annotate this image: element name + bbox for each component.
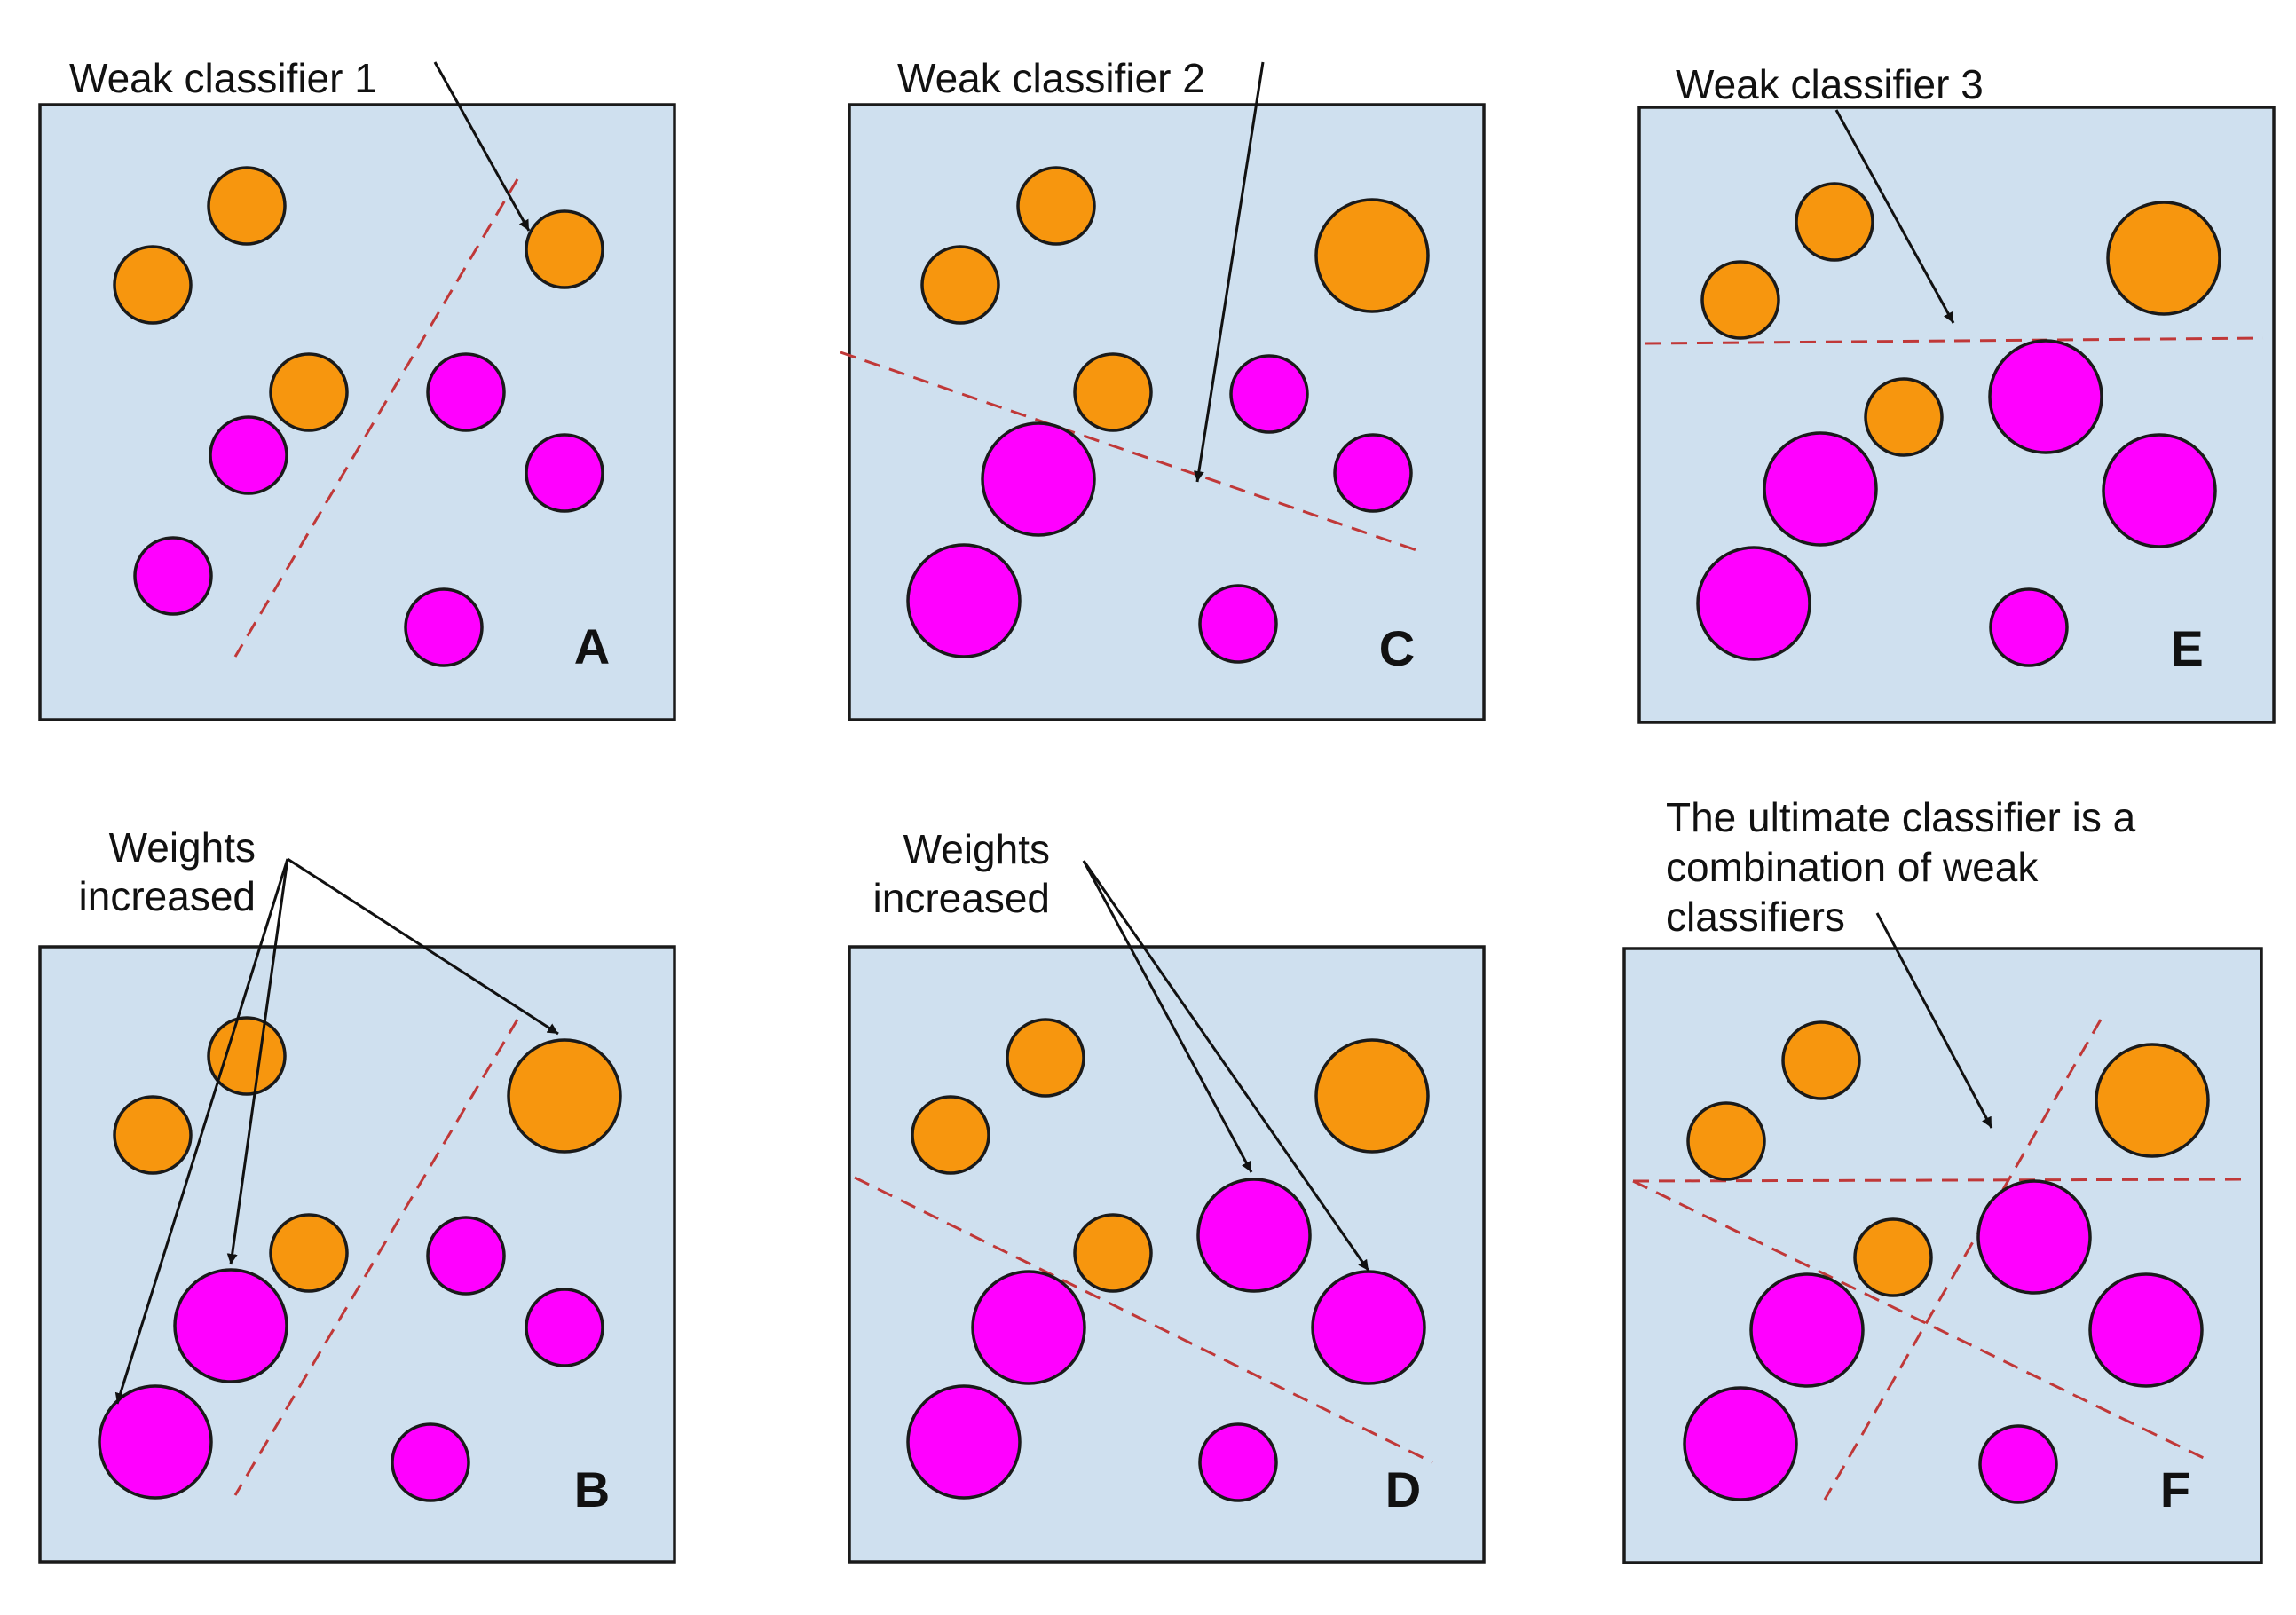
orange-sample bbox=[911, 1095, 990, 1175]
orange-sample bbox=[507, 1038, 622, 1154]
pointer-arrow bbox=[1834, 109, 1955, 324]
panel-e: E bbox=[1637, 106, 2276, 724]
orange-sample bbox=[1853, 1217, 1933, 1297]
decision-boundary bbox=[233, 178, 519, 658]
panel-a: A bbox=[38, 103, 676, 721]
magenta-sample bbox=[1198, 1422, 1278, 1502]
pointer-arrow bbox=[1193, 61, 1265, 483]
panel-f: F bbox=[1622, 947, 2263, 1564]
magenta-sample bbox=[1333, 433, 1413, 513]
decision-boundary bbox=[233, 1019, 519, 1496]
orange-sample bbox=[1073, 352, 1153, 432]
magenta-sample bbox=[1683, 1386, 1798, 1501]
decision-boundary bbox=[1823, 1019, 2103, 1501]
magenta-sample bbox=[2088, 1272, 2204, 1388]
panel-letter: A bbox=[574, 618, 610, 674]
pointer-arrow bbox=[1082, 860, 1370, 1272]
magenta-sample bbox=[1196, 1178, 1312, 1293]
orange-sample bbox=[1781, 1020, 1861, 1100]
orange-sample bbox=[113, 245, 193, 325]
magenta-sample bbox=[525, 433, 604, 513]
orange-sample bbox=[1864, 377, 1944, 457]
caption-line: The ultimate classifier is a bbox=[1666, 794, 2136, 840]
panel-letter: D bbox=[1385, 1461, 1421, 1517]
caption-line: combination of weak bbox=[1666, 844, 2039, 890]
panel-letter: B bbox=[574, 1461, 610, 1517]
orange-sample bbox=[1795, 182, 1874, 262]
magenta-sample bbox=[1976, 1179, 2092, 1295]
magenta-sample bbox=[1229, 354, 1309, 434]
magenta-sample bbox=[1978, 1424, 2058, 1504]
orange-sample bbox=[207, 166, 287, 246]
pointer-arrow bbox=[1082, 860, 1253, 1173]
magenta-sample bbox=[391, 1422, 470, 1502]
pointer-arrow bbox=[114, 858, 289, 1405]
magenta-sample bbox=[1749, 1272, 1865, 1388]
magenta-sample bbox=[981, 421, 1096, 537]
caption-line: Weights bbox=[109, 824, 256, 871]
orange-sample bbox=[1686, 1101, 1766, 1181]
magenta-sample bbox=[426, 1216, 506, 1296]
panel-frame bbox=[38, 103, 676, 721]
magenta-sample bbox=[1311, 1270, 1426, 1385]
caption-line: increased bbox=[873, 875, 1050, 921]
magenta-sample bbox=[1989, 587, 2069, 667]
magenta-sample bbox=[98, 1384, 213, 1500]
magenta-sample bbox=[2102, 433, 2217, 548]
panel-letter: E bbox=[2170, 620, 2203, 676]
pointer-arrow bbox=[1875, 912, 1993, 1129]
orange-sample bbox=[207, 1016, 287, 1096]
magenta-sample bbox=[1696, 546, 1811, 661]
orange-sample bbox=[269, 352, 349, 432]
pointer-arrow bbox=[226, 858, 289, 1265]
magenta-sample bbox=[971, 1270, 1086, 1385]
panel-letter: C bbox=[1379, 620, 1415, 676]
pointer-arrow bbox=[287, 857, 559, 1036]
panel-d: D bbox=[848, 945, 1486, 1564]
panel-c: C bbox=[840, 103, 1486, 721]
orange-sample bbox=[2095, 1043, 2210, 1158]
caption-line: Weights bbox=[903, 826, 1050, 872]
magenta-sample bbox=[906, 543, 1022, 658]
caption-line: classifiers bbox=[1666, 894, 1845, 940]
pointer-arrow bbox=[433, 61, 531, 232]
decision-boundary bbox=[854, 1176, 1433, 1464]
orange-sample bbox=[113, 1095, 193, 1175]
orange-sample bbox=[1314, 1038, 1430, 1154]
magenta-sample bbox=[209, 415, 288, 495]
caption-line: Weak classifier 1 bbox=[69, 55, 377, 101]
magenta-sample bbox=[404, 587, 484, 667]
orange-sample bbox=[269, 1213, 349, 1293]
orange-sample bbox=[1006, 1018, 1085, 1098]
magenta-sample bbox=[133, 536, 213, 616]
orange-sample bbox=[525, 209, 604, 289]
magenta-sample bbox=[1198, 584, 1278, 664]
panel-b: B bbox=[38, 945, 676, 1564]
caption-line: Weak classifier 3 bbox=[1676, 61, 1984, 107]
magenta-sample bbox=[525, 1288, 604, 1367]
caption-line: increased bbox=[79, 873, 256, 919]
magenta-sample bbox=[1988, 339, 2103, 454]
magenta-sample bbox=[426, 352, 506, 432]
decision-boundary bbox=[1632, 1179, 2208, 1461]
magenta-sample bbox=[173, 1268, 288, 1383]
orange-sample bbox=[920, 245, 1000, 325]
caption-line: Weak classifier 2 bbox=[897, 55, 1205, 101]
magenta-sample bbox=[1763, 431, 1878, 547]
decision-boundary bbox=[1645, 336, 2264, 345]
orange-sample bbox=[1073, 1213, 1153, 1293]
orange-sample bbox=[1016, 166, 1096, 246]
orange-sample bbox=[1314, 198, 1430, 313]
magenta-sample bbox=[906, 1384, 1022, 1500]
orange-sample bbox=[1700, 260, 1780, 340]
panel-letter: F bbox=[2160, 1461, 2190, 1517]
orange-sample bbox=[2106, 201, 2221, 316]
